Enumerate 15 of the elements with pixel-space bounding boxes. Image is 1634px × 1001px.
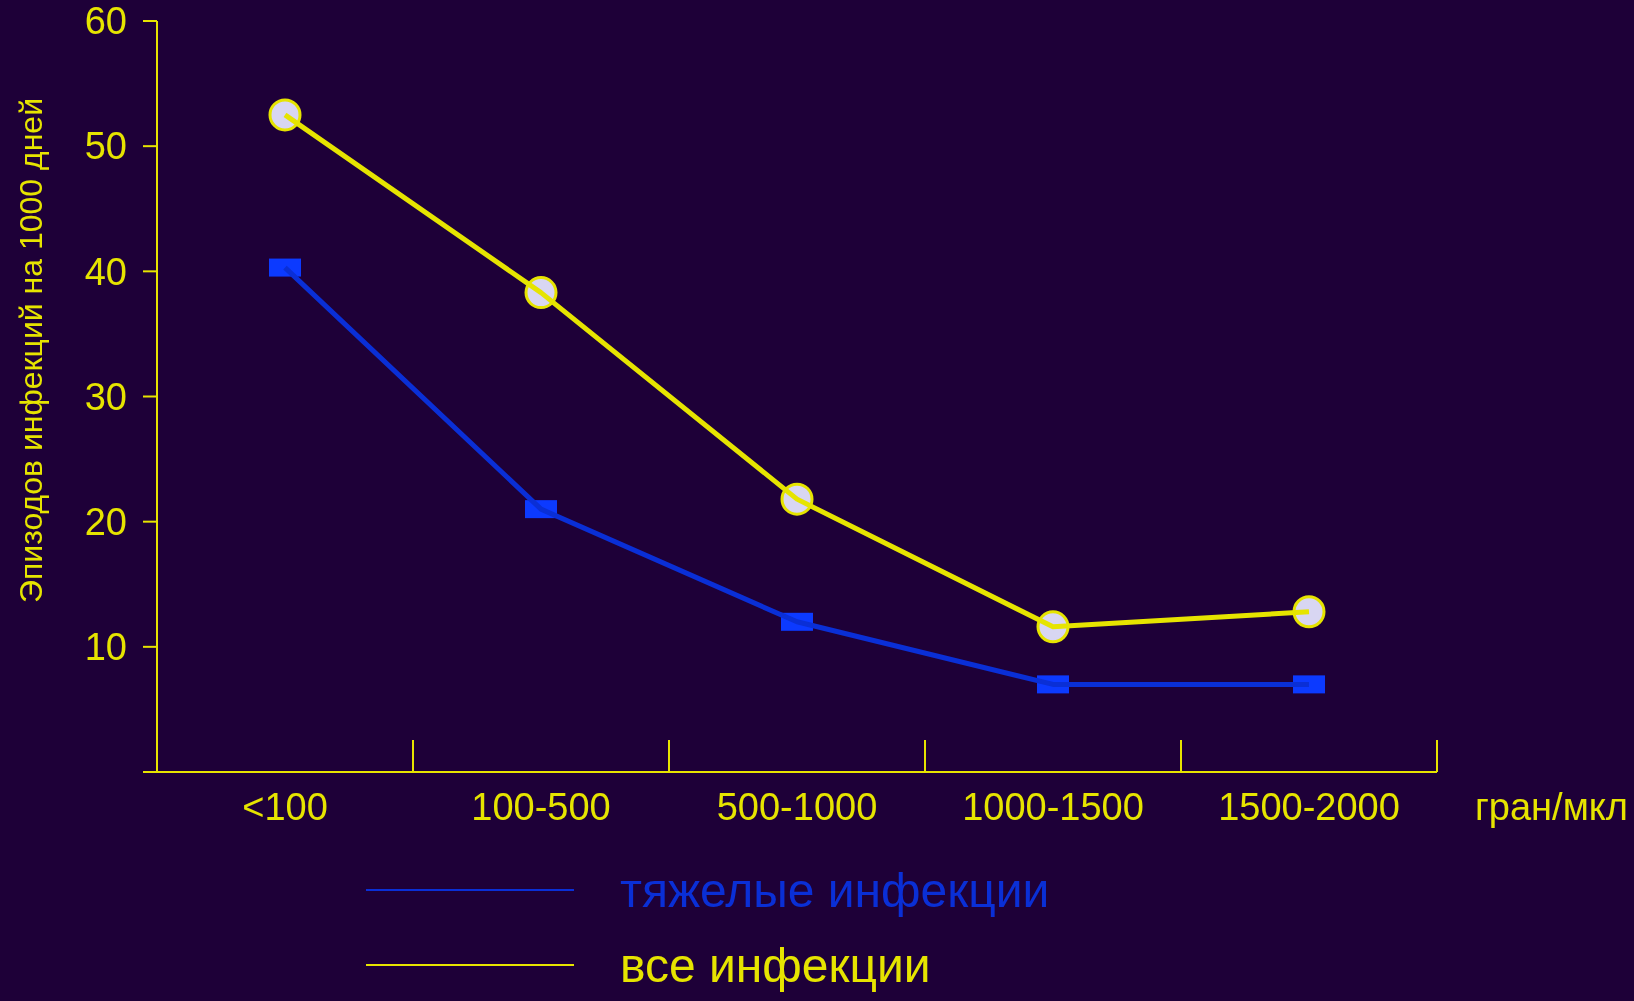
legend-label: все инфекции bbox=[620, 938, 931, 992]
y-tick-label: 10 bbox=[84, 626, 127, 669]
x-tick-label: 1000-1500 bbox=[962, 786, 1144, 828]
x-tick-label: 100-500 bbox=[471, 786, 611, 828]
x-tick-label: <100 bbox=[242, 786, 328, 828]
legend-label: тяжелые инфекции bbox=[620, 863, 1050, 917]
y-axis-title: Эпизодов инфекций на 1000 дней bbox=[13, 97, 49, 604]
y-tick-label: 50 bbox=[84, 125, 127, 168]
y-tick-label: 60 bbox=[84, 0, 127, 43]
y-tick-label: 40 bbox=[84, 250, 127, 293]
x-axis-title: гран/мкл bbox=[1474, 786, 1628, 828]
x-tick-label: 1500-2000 bbox=[1218, 786, 1400, 828]
y-tick-label: 20 bbox=[84, 500, 127, 543]
y-tick-label: 30 bbox=[84, 375, 127, 418]
x-tick-label: 500-1000 bbox=[716, 786, 878, 828]
